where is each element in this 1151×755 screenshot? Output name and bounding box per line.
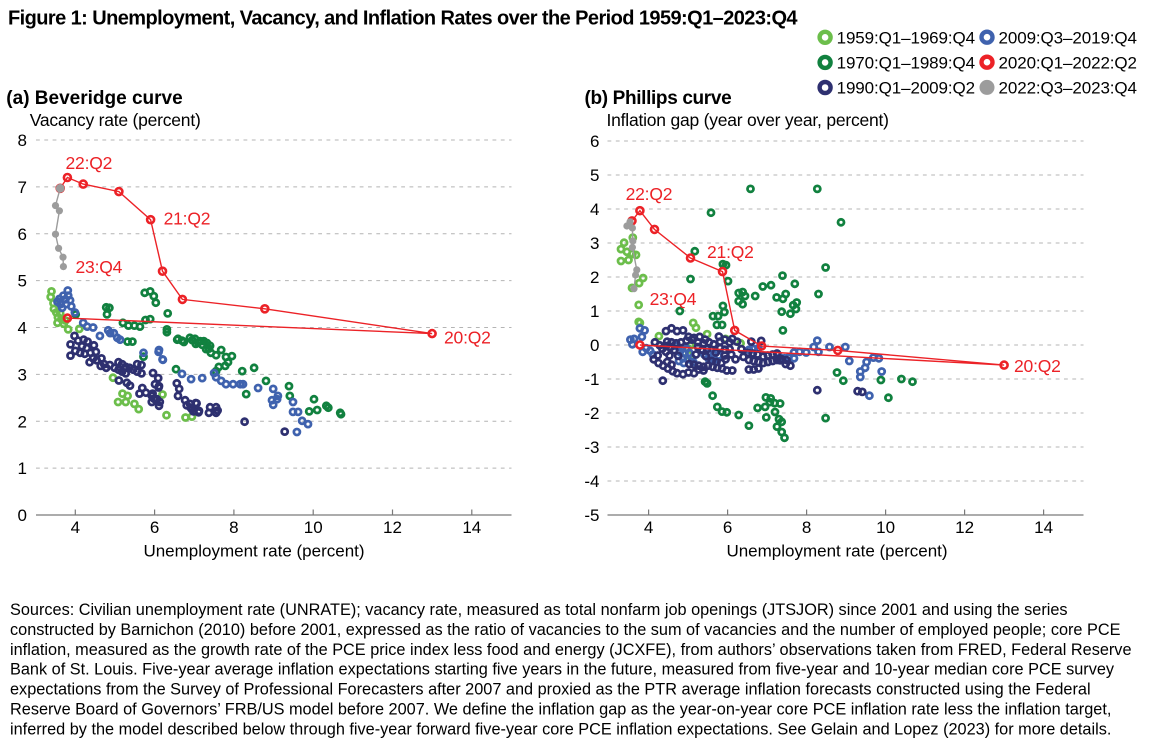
svg-text:10: 10	[304, 518, 323, 537]
svg-text:-3: -3	[584, 438, 599, 457]
svg-text:1990:Q1–2009:Q2: 1990:Q1–2009:Q2	[837, 79, 975, 98]
svg-text:inflation, measured as the gro: inflation, measured as the growth rate o…	[10, 641, 1132, 659]
svg-text:20:Q2: 20:Q2	[1014, 356, 1061, 376]
svg-text:23:Q4: 23:Q4	[76, 257, 123, 277]
svg-text:2020:Q1–2022:Q2: 2020:Q1–2022:Q2	[999, 53, 1137, 72]
svg-text:Sources: Civilian unemployment: Sources: Civilian unemployment rate (UNR…	[10, 601, 1068, 619]
svg-text:1: 1	[18, 459, 27, 478]
svg-text:4: 4	[644, 518, 653, 537]
svg-text:21:Q2: 21:Q2	[164, 209, 211, 229]
svg-text:Unemployment rate (percent): Unemployment rate (percent)	[143, 542, 364, 561]
svg-text:Figure 1: Unemployment, Vacanc: Figure 1: Unemployment, Vacancy, and Inf…	[8, 8, 798, 30]
svg-text:2022:Q3–2023:Q4: 2022:Q3–2023:Q4	[999, 79, 1137, 98]
svg-text:23:Q4: 23:Q4	[650, 289, 697, 309]
svg-text:14: 14	[462, 518, 481, 537]
svg-text:10: 10	[876, 518, 895, 537]
svg-text:4: 4	[18, 319, 27, 338]
svg-text:5: 5	[18, 272, 27, 291]
svg-text:-4: -4	[584, 472, 599, 491]
svg-text:1959:Q1–1969:Q4: 1959:Q1–1969:Q4	[837, 28, 975, 47]
svg-text:2009:Q3–2019:Q4: 2009:Q3–2019:Q4	[999, 28, 1137, 47]
svg-text:3: 3	[590, 234, 599, 253]
svg-text:8: 8	[18, 131, 27, 150]
svg-text:5: 5	[590, 166, 599, 185]
svg-text:1: 1	[590, 302, 599, 321]
svg-text:1970:Q1–1989:Q4: 1970:Q1–1989:Q4	[837, 54, 975, 73]
svg-text:14: 14	[1034, 518, 1053, 537]
svg-text:Bank of St. Louis. Five-year a: Bank of St. Louis. Five-year average inf…	[10, 661, 1115, 679]
svg-text:6: 6	[18, 225, 27, 244]
svg-text:Unemployment rate (percent): Unemployment rate (percent)	[726, 542, 947, 561]
svg-text:8: 8	[229, 518, 238, 537]
svg-text:inferred by the model describe: inferred by the model described below th…	[10, 720, 1111, 738]
svg-text:-5: -5	[584, 506, 599, 525]
svg-text:21:Q2: 21:Q2	[707, 242, 754, 262]
svg-text:12: 12	[955, 518, 974, 537]
svg-text:(b) Phillips curve: (b) Phillips curve	[585, 88, 732, 109]
svg-text:4: 4	[590, 200, 599, 219]
svg-text:22:Q2: 22:Q2	[66, 153, 113, 173]
svg-text:3: 3	[18, 365, 27, 384]
svg-text:4: 4	[71, 518, 80, 537]
svg-text:constructed by Barnichon (2010: constructed by Barnichon (2010) before 2…	[10, 621, 1121, 639]
svg-text:8: 8	[802, 518, 811, 537]
svg-text:6: 6	[590, 132, 599, 151]
svg-text:0: 0	[590, 336, 599, 355]
svg-text:20:Q2: 20:Q2	[444, 328, 491, 348]
svg-text:2: 2	[590, 268, 599, 287]
svg-text:(a) Beveridge curve: (a) Beveridge curve	[6, 88, 182, 109]
svg-text:12: 12	[383, 518, 402, 537]
svg-text:Vacancy rate (percent): Vacancy rate (percent)	[30, 110, 201, 130]
svg-text:Inflation gap (year over year,: Inflation gap (year over year, percent)	[607, 110, 889, 130]
svg-text:expectations from the Survey o: expectations from the Survey of Professi…	[10, 681, 1091, 699]
svg-text:2: 2	[18, 412, 27, 431]
svg-text:7: 7	[18, 178, 27, 197]
svg-text:-1: -1	[584, 370, 599, 389]
svg-text:22:Q2: 22:Q2	[626, 184, 673, 204]
svg-text:6: 6	[150, 518, 159, 537]
svg-text:6: 6	[723, 518, 732, 537]
svg-text:Reserve Board of Governors’ FR: Reserve Board of Governors’ FRB/US model…	[10, 701, 1111, 719]
svg-text:0: 0	[18, 506, 27, 525]
svg-text:-2: -2	[584, 404, 599, 423]
